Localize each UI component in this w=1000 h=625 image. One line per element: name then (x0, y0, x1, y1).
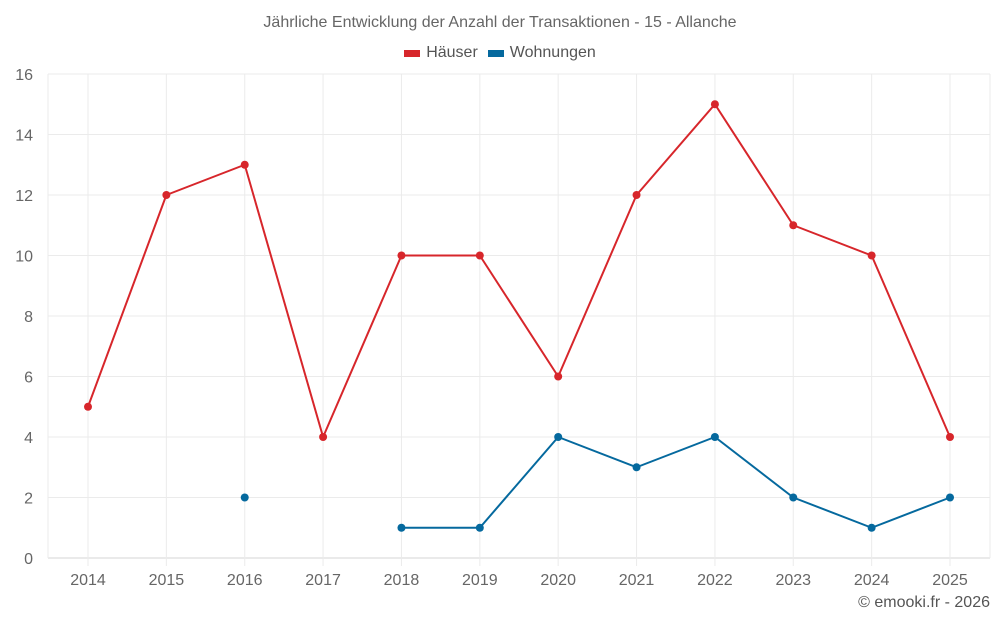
data-point (319, 433, 328, 441)
data-point (946, 433, 954, 441)
y-tick-label: 0 (24, 551, 33, 568)
data-point (867, 523, 876, 532)
x-tick-label: 2022 (697, 572, 733, 589)
y-tick-label: 12 (15, 188, 33, 205)
data-point (240, 160, 249, 169)
x-tick-label: 2015 (149, 572, 185, 589)
x-tick-label: 2025 (932, 572, 968, 589)
data-point (554, 372, 563, 381)
legend-swatch-wohnungen (487, 49, 504, 57)
data-point (475, 523, 484, 532)
data-point (162, 191, 171, 199)
legend-item-haeuser[interactable]: Häuser (404, 44, 478, 62)
data-point (475, 251, 484, 260)
legend-swatch-haeuser (404, 49, 421, 57)
x-tick-label: 2016 (227, 572, 263, 589)
x-tick-label: 2024 (854, 572, 890, 589)
legend-label-wohnungen: Wohnungen (509, 44, 596, 61)
data-point (397, 251, 406, 260)
data-point (867, 251, 876, 260)
data-point (789, 221, 798, 230)
legend-item-wohnungen[interactable]: Wohnungen (487, 44, 596, 62)
data-point (789, 493, 798, 502)
data-point (632, 191, 641, 199)
x-tick-label: 2023 (775, 572, 811, 589)
data-point (710, 433, 719, 441)
y-tick-label: 16 (15, 67, 33, 84)
y-tick-label: 10 (15, 249, 33, 266)
series-line-0 (87, 103, 951, 438)
x-tick-label: 2017 (305, 572, 341, 589)
x-tick-label: 2020 (540, 572, 576, 589)
data-point (240, 493, 249, 502)
y-tick-label: 2 (24, 491, 33, 508)
data-point (554, 433, 563, 441)
data-point (84, 402, 92, 411)
y-tick-label: 8 (24, 309, 33, 326)
y-tick-label: 4 (24, 430, 33, 447)
data-point (710, 100, 719, 109)
credit-text: © emooki.fr - 2026 (858, 594, 990, 611)
series-line-1 (401, 436, 951, 529)
data-point (397, 523, 406, 532)
y-tick-label: 14 (15, 128, 33, 145)
x-tick-label: 2019 (462, 572, 498, 589)
chart-title: Jährliche Entwicklung der Anzahl der Tra… (263, 14, 737, 31)
data-point (632, 463, 641, 472)
x-tick-label: 2018 (384, 572, 420, 589)
y-tick-label: 6 (24, 370, 33, 387)
legend-label-haeuser: Häuser (426, 44, 478, 61)
x-tick-label: 2014 (70, 572, 106, 589)
x-tick-label: 2021 (619, 572, 655, 589)
legend: Häuser Wohnungen (0, 44, 1000, 62)
data-point (946, 493, 954, 502)
